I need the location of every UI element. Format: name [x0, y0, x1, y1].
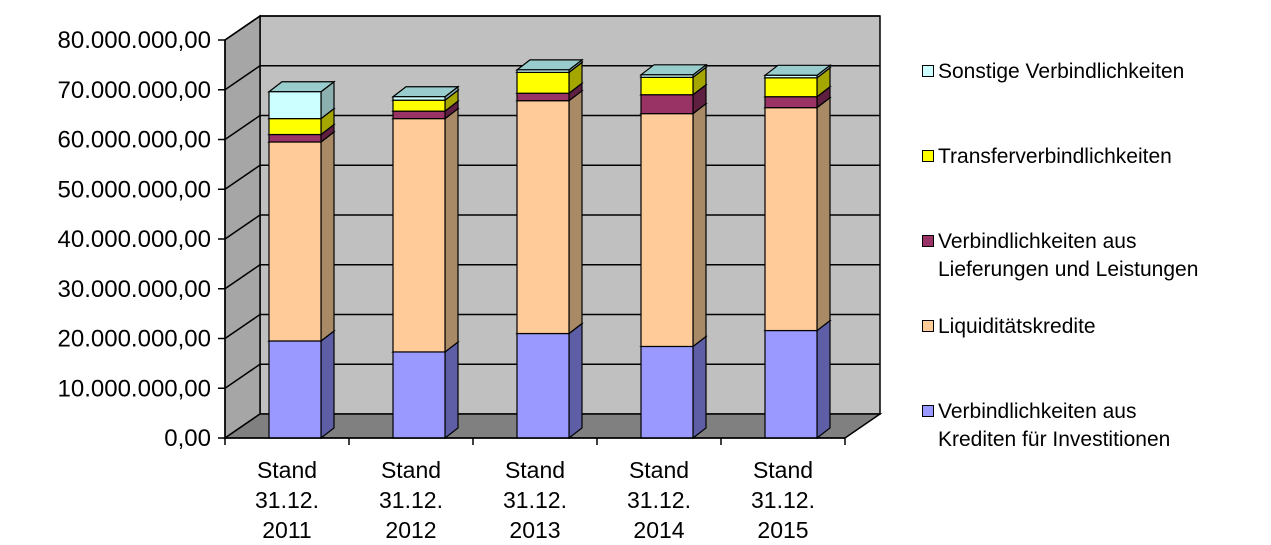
x-tick-label: Stand 31.12. 2011 — [255, 457, 319, 543]
x-axis-tick-labels: Stand 31.12. 2011 Stand 31.12. 2012 Stand 31.12… — [255, 457, 815, 543]
legend-item: Transferverbindlichkeiten — [922, 143, 1172, 171]
bar-segment-4-1 — [391, 85, 460, 102]
legend-label: Sonstige Verbindlichkeiten — [938, 60, 1185, 83]
gridline — [224, 15, 880, 41]
bar-segment-4-2 — [515, 58, 584, 74]
bar-segment-0-2 — [515, 322, 584, 440]
legend-swatch — [922, 320, 934, 332]
bar-segment-4-0 — [267, 80, 336, 120]
legend-item: Sonstige Verbindlichkeiten — [922, 58, 1184, 86]
bar-segment-1-3 — [639, 102, 708, 348]
y-tick-label: 70.000.000,00 — [58, 77, 211, 104]
legend-item: Verbindlichkeiten aus Krediten für Inves… — [922, 398, 1170, 454]
y-tick-label: 50.000.000,00 — [58, 176, 211, 203]
x-tick-label: Stand 31.12. 2014 — [627, 457, 691, 543]
y-tick-label: 80.000.000,00 — [58, 27, 211, 54]
x-tick-label: Stand 31.12. 2013 — [503, 457, 567, 543]
bar-segment-0-0 — [267, 329, 336, 440]
y-tick-label: 10.000.000,00 — [58, 375, 211, 402]
x-tick-label: Stand 31.12. 2015 — [751, 457, 815, 543]
bar-segment-0-3 — [639, 335, 708, 440]
legend-label: Liquiditätskredite — [938, 315, 1096, 338]
legend-label: Verbindlichkeiten aus Lieferungen und Le… — [938, 230, 1199, 281]
bar-segment-0-4 — [763, 319, 832, 440]
y-tick-label: 20.000.000,00 — [58, 326, 211, 353]
legend-swatch — [922, 405, 934, 417]
legend: Sonstige Verbindlichkeiten Transferverbin… — [922, 0, 1271, 545]
bar-segment-1-1 — [391, 107, 460, 354]
bar-segment-4-3 — [639, 63, 708, 79]
axes — [224, 40, 846, 445]
bars — [267, 58, 832, 440]
y-tick-label: 60.000.000,00 — [58, 127, 211, 154]
legend-swatch — [922, 235, 934, 247]
bar-segment-4-4 — [763, 64, 832, 80]
bar-segment-1-0 — [267, 130, 336, 343]
y-axis-tick-labels: 0,00 10.000.000,00 20.000.000,00 30.000.000… — [58, 27, 211, 452]
y-tick-label: 0,00 — [164, 425, 211, 452]
bar-segment-0-1 — [391, 340, 460, 440]
bar-segment-1-2 — [515, 89, 584, 335]
x-tick-label: Stand 31.12. 2012 — [379, 457, 443, 543]
y-tick-label: 40.000.000,00 — [58, 226, 211, 253]
legend-swatch — [922, 65, 934, 77]
legend-label: Transferverbindlichkeiten — [938, 145, 1172, 168]
bar-segment-1-4 — [763, 96, 832, 332]
y-tick-label: 30.000.000,00 — [58, 276, 211, 303]
legend-item: Liquiditätskredite — [922, 313, 1096, 341]
legend-label: Verbindlichkeiten aus Krediten für Inves… — [938, 400, 1171, 451]
legend-swatch — [922, 150, 934, 162]
legend-item: Verbindlichkeiten aus Lieferungen und Le… — [922, 228, 1198, 284]
